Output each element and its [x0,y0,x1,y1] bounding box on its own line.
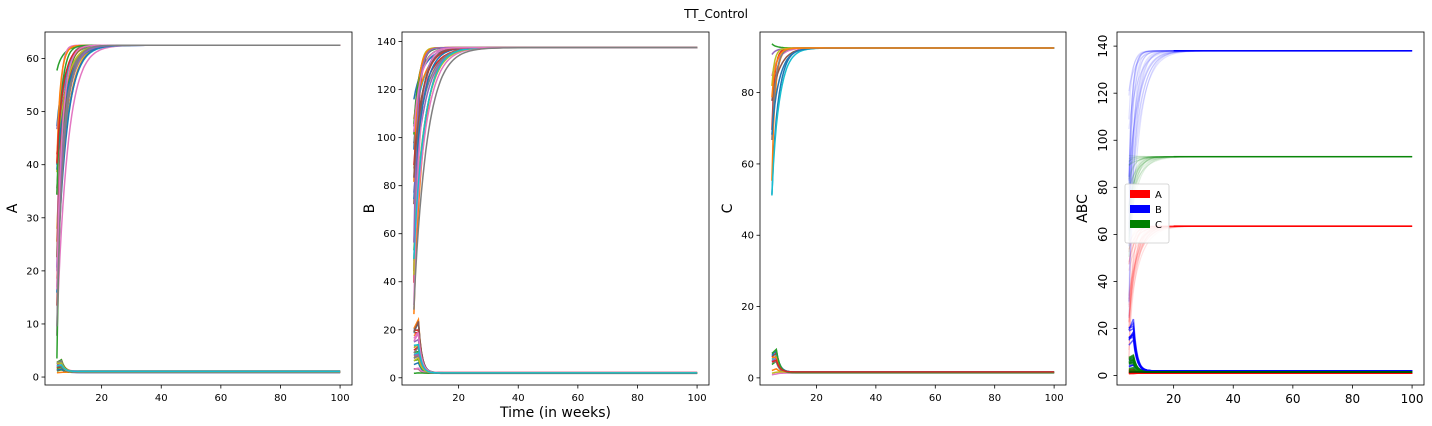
x-tick-label: 100 [688,393,707,404]
x-tick-label: 80 [1345,392,1360,406]
y-tick-label: 20 [26,266,39,277]
y-tick-label: 60 [26,54,39,65]
x-tick-label: 100 [331,393,350,404]
x-tick-label: 40 [1226,392,1241,406]
y-tick-label: 50 [26,107,39,118]
x-tick-label: 20 [95,393,108,404]
x-axis-label: Time (in weeks) [499,405,611,421]
series-line [56,44,341,327]
y-tick-label: 0 [748,373,754,384]
y-tick-label: 40 [26,160,39,171]
series-lines [771,43,1055,376]
series-line [413,46,698,310]
y-tick-label: 0 [390,373,396,384]
y-tick-label: 80 [383,181,396,192]
series-line [413,343,698,374]
axes-frame [1116,31,1425,386]
legend-box [1124,183,1170,244]
axes-frame [44,31,353,386]
panel-b: 20 40 60 80 100 0 20 40 60 80 100 120 140 B Time (in w… [362,31,710,421]
y-tick-label: 60 [741,159,754,170]
y-tick-label: 0 [1096,372,1110,380]
x-tick-label: 40 [512,393,525,404]
y-tick-label: 40 [741,231,754,242]
y-tick-label: 20 [1096,321,1110,336]
x-tick-label: 80 [274,393,287,404]
legend-label-a: A [1155,190,1162,201]
y-tick-label: 40 [1096,274,1110,289]
x-tick-label: 100 [1401,392,1424,406]
x-tick-label: 20 [1166,392,1181,406]
y-tick-label: 100 [377,133,396,144]
legend-label-b: B [1155,205,1162,216]
series-line-b [1128,336,1413,372]
y-tick-label: 140 [1096,35,1110,58]
y-tick-label: 60 [1096,227,1110,242]
y-tick-label: 10 [26,319,39,330]
series-line [771,347,1055,374]
y-tick-label: 40 [383,277,396,288]
axes-frame [759,31,1067,386]
legend-swatch-b [1130,205,1150,213]
y-tick-label: 120 [377,85,396,96]
panel-c: 20 40 60 80 100 0 20 40 60 80 C [720,31,1067,404]
series-lines [413,46,698,375]
y-tick-label: 0 [33,373,39,384]
y-tick-label: 80 [1096,180,1110,195]
x-tick-label: 40 [869,393,882,404]
series-line [771,359,1055,373]
legend-swatch-a [1130,190,1150,198]
x-tick-label: 100 [1045,393,1064,404]
x-tick-label: 20 [452,393,465,404]
series-line-a [1128,370,1413,374]
x-tick-label: 60 [214,393,227,404]
y-axis-label: A [5,203,21,213]
y-tick-label: 120 [1096,82,1110,105]
y-tick-label: 60 [383,229,396,240]
y-tick-label: 100 [1096,129,1110,152]
axes-frame [401,31,710,386]
y-tick-label: 140 [377,37,396,48]
x-tick-label: 40 [155,393,168,404]
panel-a: 20 40 60 80 100 0 10 20 30 40 50 60 A [5,31,353,404]
y-tick-label: 20 [741,302,754,313]
series-line [56,364,341,373]
y-axis-label: C [720,203,736,213]
y-tick-label: 20 [383,325,396,336]
y-tick-label: 30 [26,213,39,224]
figure-title: TT_Control [683,7,748,21]
series-lines [56,44,341,374]
x-tick-label: 60 [1285,392,1300,406]
x-tick-label: 20 [810,393,823,404]
legend-swatch-c [1130,220,1150,228]
series-line [771,47,1055,98]
x-tick-label: 60 [571,393,584,404]
legend-label-c: C [1155,220,1162,231]
x-tick-label: 60 [929,393,942,404]
x-tick-label: 80 [988,393,1001,404]
x-tick-label: 80 [631,393,644,404]
legend: ABC [1124,183,1170,244]
y-axis-label: B [362,204,378,214]
y-axis-label: ABC [1075,194,1091,223]
y-tick-label: 80 [741,88,754,99]
